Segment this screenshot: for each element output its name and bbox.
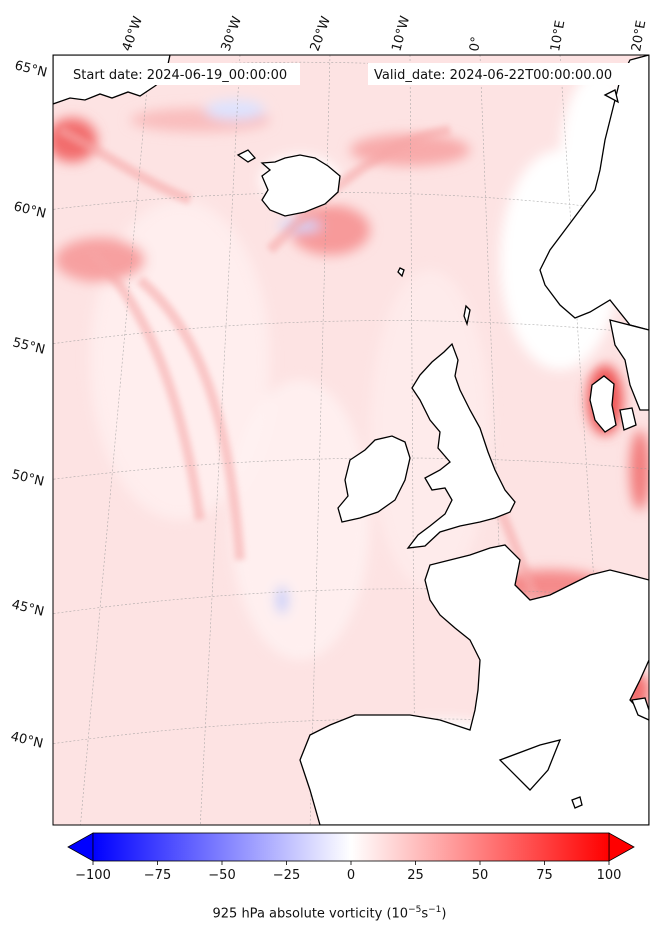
lon-label-40w: 40°W [120, 14, 146, 53]
colorbar-tick-label: 100 [597, 868, 622, 883]
lat-label-40n: 40°N [9, 729, 44, 751]
start-date-label: Start date: 2024-06-19_00:00:00 [73, 68, 287, 83]
colorbar-tick-label: −50 [208, 868, 235, 883]
lon-label-0: 0° [467, 36, 484, 53]
lat-label-60n: 60°N [12, 199, 47, 221]
colorbar-ticks: −100 −75 −50 −25 0 25 50 75 100 [75, 861, 621, 883]
colorbar-extend-min [67, 832, 94, 862]
colorbar-title: 925 hPa absolute vorticity (10−5s−1) [212, 905, 447, 922]
colorbar-tick-label: −75 [144, 868, 171, 883]
colorbar-tick-label: 25 [407, 868, 424, 883]
lat-label-65n: 65°N [13, 58, 48, 80]
colorbar-tick-label: 0 [347, 868, 355, 883]
lat-label-45n: 45°N [10, 597, 45, 619]
vorticity-field [53, 55, 649, 825]
map-frame [52, 54, 650, 826]
lon-label-30w: 30°W [219, 14, 245, 53]
lon-label-20w: 20°W [308, 14, 334, 53]
lon-label-10e: 10°E [548, 19, 568, 52]
lat-label-55n: 55°N [11, 335, 46, 357]
colorbar: −100 −75 −50 −25 0 25 50 75 100 [67, 832, 635, 883]
colorbar-tick-label: 50 [472, 868, 489, 883]
colorbar-tick-label: −25 [273, 868, 300, 883]
colorbar-extend-max [608, 832, 635, 862]
lon-label-20e: 20°E [629, 19, 649, 52]
colorbar-gradient [92, 832, 610, 862]
colorbar-tick-label: 75 [536, 868, 553, 883]
lat-label-50n: 50°N [10, 467, 45, 489]
lon-label-10w: 10°W [389, 14, 413, 53]
colorbar-tick-label: −100 [75, 868, 111, 883]
valid-date-label: Valid_date: 2024-06-22T00:00:00.00 [374, 68, 612, 83]
